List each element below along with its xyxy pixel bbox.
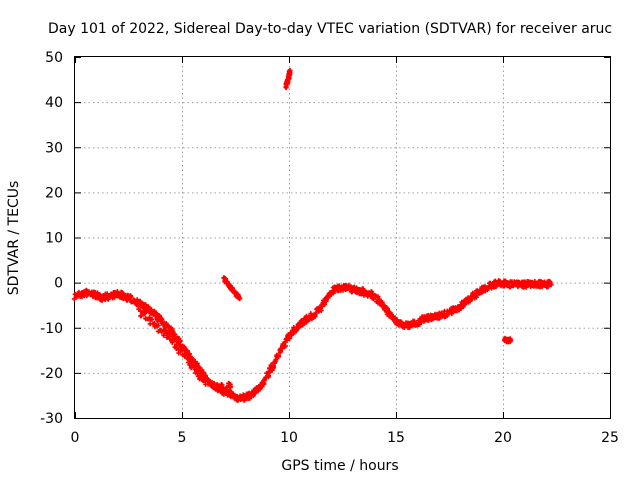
x-axis-label: GPS time / hours [281,458,398,474]
lower-band-point [163,328,168,334]
short-arc-near-20h-point [507,338,513,344]
x-tick-label: 25 [601,430,619,446]
x-tick-label: 10 [280,430,298,446]
y-tick-label: 50 [45,50,63,66]
lower-band-point [156,323,161,328]
main-track-point [548,282,554,288]
y-tick-labels: -30 -20 -10 0 10 20 30 40 50 [40,50,63,427]
y-tick-label: -30 [40,411,63,427]
main-track-point [399,320,405,326]
y-tick-label: 10 [45,231,63,247]
main-track-point [273,357,279,363]
lower-band-point [175,342,181,348]
lower-band-point [142,311,148,316]
lower-band-point [161,333,167,338]
main-track-point [199,367,205,373]
main-track-point [170,329,175,335]
y-tick-label: 0 [54,276,63,292]
x-tick-label: 15 [387,430,405,446]
main-track-point [247,396,253,401]
main-track-point [276,353,281,359]
lower-band-point [179,348,185,353]
y-tick-label: 30 [45,140,63,156]
y-tick-label: -10 [40,321,63,337]
y-tick-label: 20 [45,185,63,201]
lower-band-point [194,368,199,374]
x-tick-label: 20 [494,430,512,446]
main-track-point [547,279,553,285]
main-track-point [177,338,183,343]
grid-lines [75,57,610,418]
x-tick-label: 5 [178,430,187,446]
lower-band-point [219,382,225,388]
main-track-point [380,300,385,305]
lower-band-point [166,333,172,339]
main-track-point [182,345,188,351]
lower-band-point [178,345,183,350]
main-track-point [417,321,423,327]
short-arc-near-7h-point [237,296,243,302]
main-track-point [172,332,178,338]
main-track-point [128,294,134,299]
plot-frame [74,56,611,419]
main-track-point [112,295,117,300]
main-track-point [318,308,324,313]
lower-band-point [149,316,155,322]
lower-band-point [176,350,182,356]
x-tick-label: 0 [71,430,80,446]
data-points [71,67,554,403]
y-tick-label: -20 [40,366,63,382]
main-track-point [137,298,143,304]
y-tick-label: 40 [45,95,63,111]
main-track-point [449,311,455,317]
lower-band-point [138,308,144,314]
lower-band-point [189,359,194,365]
main-track-point [159,316,165,322]
x-tick-labels: 0 5 10 15 20 25 [71,430,619,446]
main-track-point [283,343,288,349]
lower-band-point [228,384,233,390]
spike-near-10h-point [287,67,293,73]
chart-title: Day 101 of 2022, Sidereal Day-to-day VTE… [48,21,612,37]
main-track-point [278,347,284,353]
lower-band-point [171,338,177,343]
y-axis-label: SDTVAR / TECUs [6,181,22,296]
